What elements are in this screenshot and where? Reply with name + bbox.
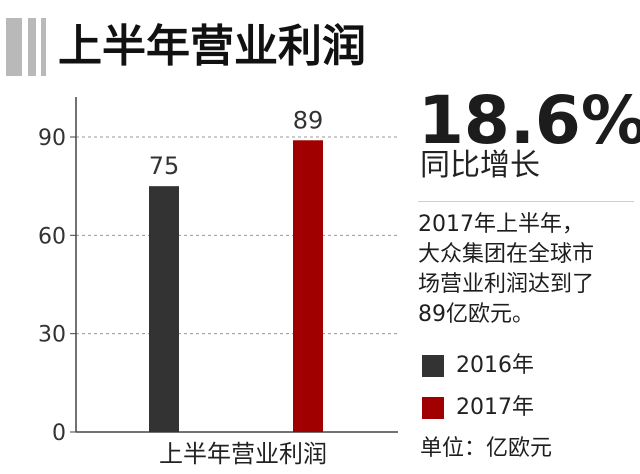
divider: [418, 201, 634, 202]
legend-label-2016: 2016年: [456, 353, 534, 378]
y-tick-label: 60: [38, 224, 66, 249]
description-line: 2017年上半年，: [418, 212, 584, 237]
bar-2017: [293, 140, 323, 432]
growth-value: 18.6%: [418, 82, 640, 159]
data-label: 89: [293, 106, 324, 134]
title-bar-mid: [28, 18, 36, 76]
page-title: 上半年营业利润: [58, 21, 366, 72]
description-line: 大众集团在全球市: [418, 242, 595, 267]
description-line: 场营业利润达到了: [418, 272, 595, 297]
title-bar-wide: [6, 18, 22, 76]
legend-item-2017: 2017年: [422, 393, 632, 423]
legend-item-2016: 2016年: [422, 351, 632, 381]
y-tick-label: 30: [38, 323, 66, 348]
description-line: 89亿欧元。: [418, 302, 534, 327]
legend-swatch-2017: [422, 397, 444, 419]
data-label: 75: [149, 152, 180, 180]
bar-2016: [149, 186, 179, 432]
y-tick-label: 0: [52, 421, 66, 446]
unit-label: 单位：亿欧元: [420, 436, 553, 461]
x-category-label: 上半年营业利润: [159, 440, 327, 468]
growth-label: 同比增长: [420, 148, 540, 183]
description: 2017年上半年， 大众集团在全球市 场营业利润达到了 89亿欧元。: [418, 210, 634, 330]
y-tick-label: 90: [38, 126, 66, 151]
legend-swatch-2016: [422, 355, 444, 377]
legend-label-2017: 2017年: [456, 395, 534, 420]
title-bar-thin: [41, 18, 46, 76]
title-decoration: [6, 18, 46, 76]
